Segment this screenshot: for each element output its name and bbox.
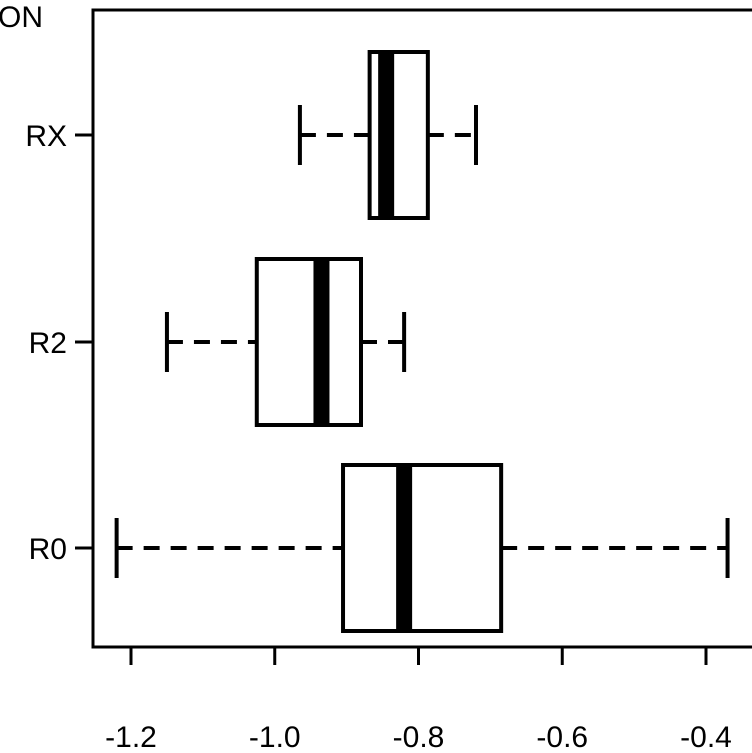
plot-frame xyxy=(91,8,752,649)
x-tick-label: -0.6 xyxy=(536,721,588,753)
box-r0 xyxy=(114,463,730,633)
boxes-group xyxy=(114,50,730,633)
box-rect xyxy=(254,257,363,427)
y-tick-label: RX xyxy=(25,120,67,153)
y-tick-label: R0 xyxy=(29,533,67,566)
y-tick-label: R2 xyxy=(29,327,67,360)
y-axis: R0 R2 RX xyxy=(25,120,93,566)
box-rect xyxy=(341,463,504,633)
box-rx xyxy=(297,50,478,220)
median-line xyxy=(378,52,395,218)
median-line xyxy=(313,259,330,425)
x-axis: -1.2 -1.0 -0.8 -0.6 -0.4 xyxy=(105,647,732,753)
x-tick-label: -0.8 xyxy=(393,721,445,753)
median-line xyxy=(396,465,413,631)
x-tick-label: -1.0 xyxy=(249,721,301,753)
x-tick-label: -1.2 xyxy=(105,721,157,753)
box-r2 xyxy=(164,257,407,427)
chart-title: ON xyxy=(0,1,43,34)
x-tick-label: -0.4 xyxy=(680,721,732,753)
